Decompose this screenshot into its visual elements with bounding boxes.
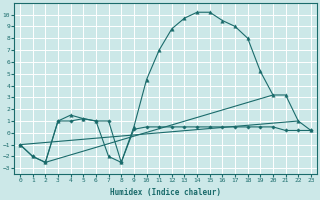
X-axis label: Humidex (Indice chaleur): Humidex (Indice chaleur) [110, 188, 221, 197]
